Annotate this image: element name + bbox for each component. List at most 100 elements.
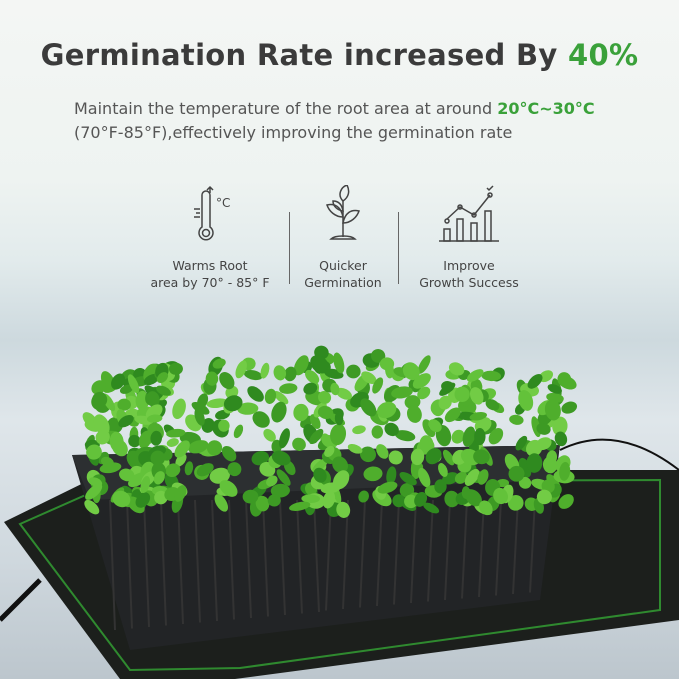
leaf (95, 430, 110, 445)
leaf (196, 463, 214, 477)
leaf (461, 486, 471, 499)
leaf (346, 364, 361, 379)
leaf (289, 501, 311, 511)
leaf (273, 365, 287, 381)
leaf (201, 418, 215, 433)
leaf (448, 362, 465, 376)
leaf (284, 366, 297, 382)
leaf (86, 444, 102, 460)
leaf (165, 463, 181, 478)
leaf (212, 358, 226, 369)
leaf (417, 386, 431, 400)
leaf (267, 494, 281, 507)
leaf (542, 456, 558, 474)
leaf (330, 382, 340, 396)
leaf (154, 490, 168, 505)
leaf (402, 362, 420, 381)
leaf (438, 395, 452, 410)
leaf (547, 384, 562, 394)
leaf (464, 468, 480, 486)
leaf (479, 500, 493, 516)
svg-text:°C: °C (216, 196, 230, 210)
leaf (438, 463, 448, 477)
leaf (488, 427, 504, 445)
leaf (386, 466, 397, 485)
leaf (119, 468, 135, 482)
leaf (451, 429, 465, 444)
leaf (509, 414, 524, 425)
leaf (428, 419, 442, 433)
divider (398, 212, 399, 284)
leaf (118, 415, 134, 428)
leaf (206, 398, 229, 409)
leaf (227, 462, 242, 477)
leaf (469, 411, 487, 421)
leaf (150, 450, 166, 466)
leaf (444, 407, 461, 423)
leaf (454, 471, 468, 484)
leaf (508, 465, 525, 482)
leaf (293, 355, 309, 376)
leaf (111, 438, 128, 457)
leaf (493, 487, 508, 505)
leaf (434, 479, 447, 494)
leaf (305, 369, 320, 384)
leaf (333, 470, 350, 490)
leaf (322, 490, 336, 509)
leaf (347, 443, 363, 454)
leaf (391, 386, 413, 399)
leaf (557, 372, 572, 387)
leaf (270, 483, 290, 498)
leaf (554, 431, 568, 447)
leaf (376, 401, 397, 419)
leaf (174, 440, 190, 458)
leaf (93, 414, 110, 436)
leaf (301, 494, 320, 503)
leaf (360, 398, 377, 417)
leaf (404, 395, 421, 409)
leaf (205, 371, 219, 386)
leaf (414, 491, 428, 507)
leaf (235, 360, 247, 379)
leaf (276, 469, 291, 486)
leaf (379, 357, 395, 371)
leaf (293, 403, 309, 422)
leaf (518, 390, 534, 411)
leaf (206, 440, 223, 456)
leaf (218, 419, 230, 432)
leaf (535, 437, 552, 451)
leaf (359, 446, 377, 463)
leaf (406, 405, 422, 423)
leaf (526, 453, 543, 473)
leaf (371, 425, 384, 439)
leaf (112, 490, 131, 508)
leaf (242, 489, 259, 504)
leaf (309, 414, 321, 429)
leaf (153, 471, 165, 485)
leaf (310, 355, 330, 374)
leaf (544, 399, 561, 421)
leaf (410, 448, 425, 466)
leaf (219, 372, 235, 390)
leaf (477, 469, 489, 485)
leaf (541, 479, 555, 493)
leaf (536, 489, 552, 505)
leaf (111, 373, 126, 390)
leaf (481, 370, 502, 382)
leaf (166, 428, 186, 438)
leaf (559, 462, 571, 481)
leaf (255, 495, 270, 512)
leaf (266, 475, 278, 487)
leaf (417, 355, 431, 374)
leaf (233, 424, 244, 439)
leaf (128, 434, 141, 448)
leaf (247, 386, 264, 402)
leaf (91, 391, 108, 408)
leaf (466, 369, 484, 382)
leaf (303, 382, 318, 395)
leaf (166, 438, 179, 447)
leaf (372, 377, 384, 394)
feature-quicker-germination: Quicker Germination (273, 185, 413, 291)
leaf (271, 450, 291, 466)
